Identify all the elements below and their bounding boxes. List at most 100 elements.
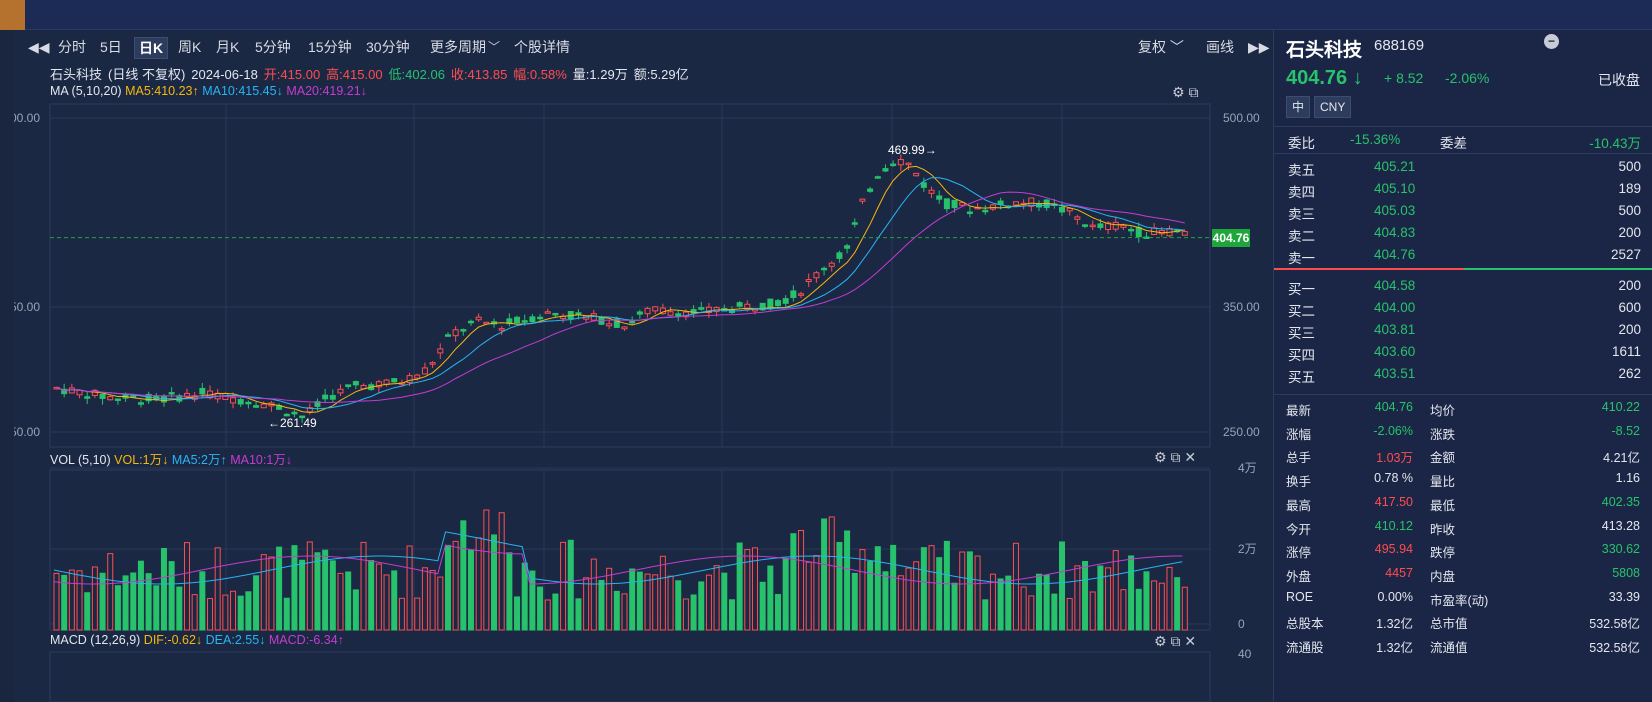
volume-bar	[460, 520, 467, 631]
level-volume: 200	[1618, 278, 1641, 293]
market-badge[interactable]: 中	[1286, 96, 1311, 118]
right-axis-label: 350.00	[1223, 300, 1260, 314]
volume-bar	[352, 589, 359, 631]
bid-row[interactable]: 买四 403.60 1611	[1274, 341, 1652, 363]
close-icon[interactable]: ✕	[1184, 633, 1197, 649]
volume-bar	[867, 560, 874, 631]
candle-down	[821, 267, 828, 271]
minus-icon[interactable]: −	[1544, 34, 1559, 49]
popout-icon[interactable]: ⧉	[1188, 84, 1199, 100]
ask-row[interactable]: 卖四 405.10 189	[1274, 178, 1652, 200]
app-logo[interactable]	[0, 0, 25, 30]
price-panel-frame	[49, 103, 1211, 448]
stat-value: 402.35	[1601, 494, 1640, 509]
tab-period-5[interactable]: 5分钟	[255, 39, 291, 55]
settings-icon[interactable]: ⚙	[1154, 633, 1167, 649]
prev-arrow-icon[interactable]: ◀◀	[28, 39, 50, 55]
bid-row[interactable]: 买一 404.58 200	[1274, 275, 1652, 297]
volume-bar	[759, 581, 766, 631]
volume-bar	[1051, 593, 1058, 631]
tab-period-7[interactable]: 30分钟	[366, 39, 410, 55]
stat-value: 5808	[1612, 565, 1640, 580]
settings-icon[interactable]: ⚙	[1154, 449, 1167, 465]
candle-up	[375, 381, 382, 388]
volume-bar	[191, 594, 198, 631]
tab-period-8[interactable]: 更多周期	[430, 39, 486, 55]
volume-bar	[222, 594, 229, 631]
sidebar-change-pct: -2.06%	[1445, 70, 1490, 86]
popout-icon[interactable]: ⧉	[1170, 633, 1181, 649]
settings-icon[interactable]: ⚙	[1172, 84, 1185, 100]
volume-bar	[920, 547, 927, 631]
ask-row[interactable]: 卖二 404.83 200	[1274, 222, 1652, 244]
candle-down	[836, 252, 843, 259]
level-volume: 262	[1618, 366, 1641, 381]
volume-bar	[552, 593, 559, 631]
currency-badge[interactable]: CNY	[1314, 96, 1352, 118]
candle-up	[744, 303, 751, 310]
fuquan-dropdown[interactable]: 复权 ﹀	[1134, 37, 1188, 59]
volume-bar	[1128, 555, 1135, 631]
candle-down	[345, 384, 352, 387]
stat-label: 流通值	[1430, 641, 1468, 655]
volume-bar	[506, 552, 513, 631]
candle-down	[1059, 206, 1066, 213]
candle-down	[636, 311, 643, 315]
tab-period-9[interactable]: 个股详情	[514, 39, 570, 55]
volume-bar	[613, 590, 620, 631]
ask-row[interactable]: 卖一 404.76 2527	[1274, 244, 1652, 266]
tab-period-0[interactable]: 分时	[58, 39, 86, 55]
stat-label: 跌停	[1430, 546, 1456, 561]
tab-period-4[interactable]: 月K	[216, 39, 240, 55]
candle-up	[337, 388, 344, 394]
tab-period-3[interactable]: 周K	[178, 39, 202, 55]
chevron-down-icon: ﹀	[488, 40, 501, 54]
popout-icon[interactable]: ⧉	[1170, 449, 1181, 465]
volume-bar	[437, 576, 444, 631]
candle-up	[682, 311, 689, 318]
candle-up	[452, 329, 459, 337]
volume-bar	[1097, 565, 1104, 631]
fuquan-label: 复权	[1138, 39, 1166, 55]
stat-value: -2.06%	[1373, 423, 1413, 438]
volume-bar	[606, 567, 613, 631]
bid-row[interactable]: 买五 403.51 262	[1274, 363, 1652, 385]
tab-period-1[interactable]: 5日	[100, 39, 122, 55]
ma5-value: MA5:410.23↑	[125, 84, 199, 98]
candle-down	[467, 320, 474, 324]
tab-period-2[interactable]: 日K	[134, 37, 169, 59]
weicha-value: -10.43万	[1589, 136, 1641, 151]
level-price: 404.76	[1374, 247, 1416, 262]
next-arrow-icon[interactable]: ▶▶	[1248, 39, 1270, 55]
ask-row[interactable]: 卖三 405.03 500	[1274, 200, 1652, 222]
level-price: 404.00	[1374, 300, 1416, 315]
volume-bar	[414, 597, 421, 631]
weibi-label: 委比	[1288, 136, 1315, 151]
volume-bar	[76, 570, 83, 631]
close-icon[interactable]: ✕	[1184, 449, 1197, 465]
tab-period-6[interactable]: 15分钟	[308, 39, 352, 55]
volume-bar	[91, 566, 98, 631]
ask-row[interactable]: 卖五 405.21 500	[1274, 156, 1652, 178]
volume-bar	[675, 580, 682, 631]
candle-down	[1082, 224, 1089, 227]
level-price: 403.81	[1374, 322, 1416, 337]
volume-bar	[621, 593, 628, 631]
volume-bar	[53, 572, 60, 631]
stat-label: ROE	[1286, 589, 1314, 604]
volume-bar	[521, 562, 528, 631]
volume-bar	[659, 555, 666, 631]
volume-bar	[444, 544, 451, 631]
divider	[1274, 153, 1652, 154]
kline-chart[interactable]: 00.00 500.00 50.00 350.00 50.00 250.00 4万 2万 0 40…	[14, 30, 1273, 702]
bid-row[interactable]: 买三 403.81 200	[1274, 319, 1652, 341]
bid-row[interactable]: 买二 404.00 600	[1274, 297, 1652, 319]
volume-bar	[598, 579, 605, 631]
candle-down	[537, 316, 544, 320]
volume-bar	[951, 582, 958, 631]
candle-down	[460, 329, 467, 332]
volume-bar	[897, 575, 904, 631]
candle-down	[690, 309, 697, 314]
current-price-tag: 404.76	[1212, 229, 1250, 247]
draw-line-button[interactable]: 画线	[1206, 39, 1234, 55]
